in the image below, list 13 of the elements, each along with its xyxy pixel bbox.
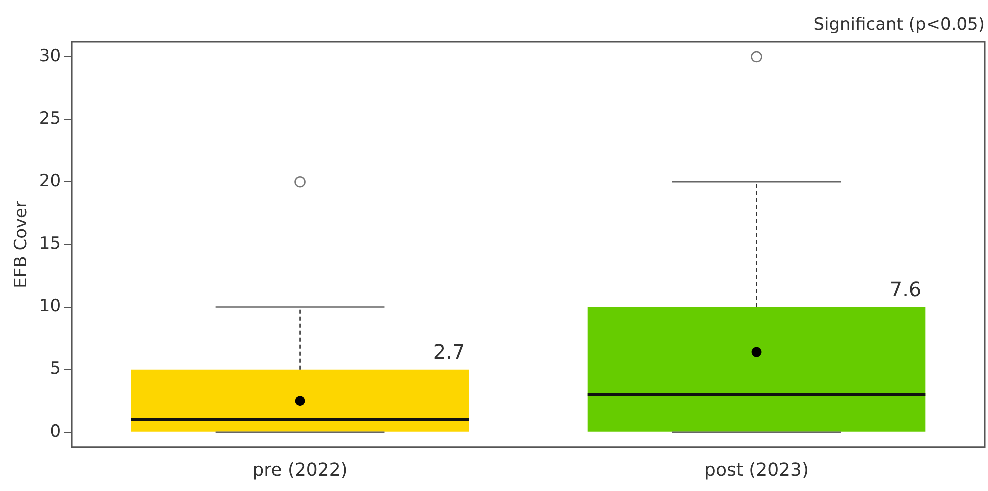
y-tick-label: 10	[39, 296, 62, 317]
annotation: 2.7	[433, 340, 466, 364]
y-axis-title: EFB Cover	[12, 201, 32, 288]
text: Significant (p<0.05)	[814, 14, 985, 35]
y-tick-label: 5	[50, 359, 62, 380]
y-tick-label: 0	[50, 422, 62, 442]
y-tick-label: 15	[39, 234, 62, 254]
y-tick-label: 30	[39, 46, 62, 66]
y-tick-label: 25	[39, 109, 62, 129]
x-tick-label: pre (2022)	[252, 460, 348, 481]
x-tick-label: post (2023)	[704, 460, 809, 481]
annotation: 7.6	[890, 277, 922, 302]
y-tick-label: 20	[39, 172, 62, 192]
